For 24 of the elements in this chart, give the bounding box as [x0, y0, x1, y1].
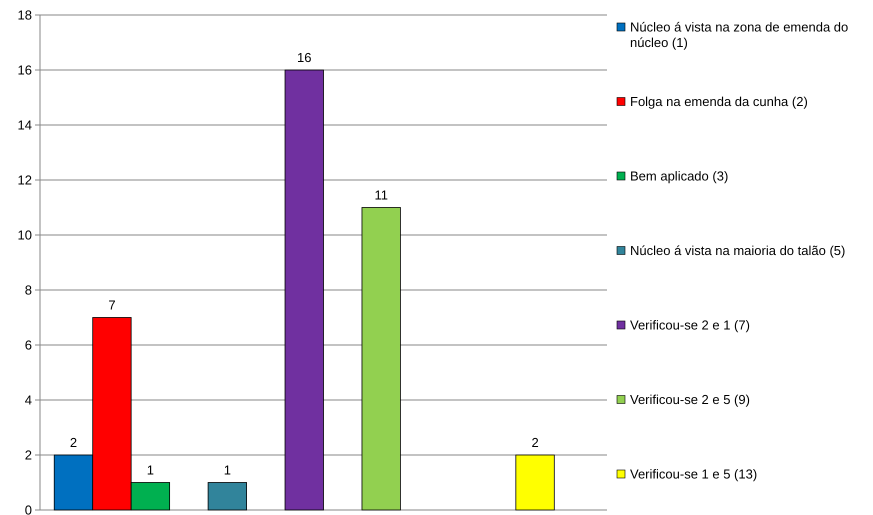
legend-label: Folga na emenda da cunha (2)	[630, 94, 808, 110]
data-label: 1	[146, 462, 154, 478]
y-tick-label: 4	[24, 392, 32, 408]
y-tick-label: 12	[18, 172, 32, 188]
legend-label: Bem aplicado (3)	[630, 168, 728, 184]
data-label: 7	[108, 298, 116, 312]
data-label: 16	[297, 50, 312, 65]
y-tick-label: 0	[24, 502, 32, 515]
y-tick-label: 8	[24, 282, 32, 298]
y-tick-label: 10	[18, 228, 32, 243]
legend-label: Verificou-se 1 e 5 (13)	[630, 466, 758, 482]
y-tick-label: 2	[24, 448, 32, 463]
legend-label: Verificou-se 2 e 5 (9)	[630, 392, 750, 408]
y-tick-label: 6	[24, 338, 32, 353]
y-tick-label: 16	[18, 62, 32, 78]
legend-label: Verificou-se 2 e 1 (7)	[630, 318, 750, 333]
legend-label: Núcleo á vista na zona de emenda do núcleo (1)	[630, 20, 848, 50]
y-tick-label: 18	[18, 8, 32, 23]
data-label: 2	[531, 435, 539, 450]
data-label: 1	[224, 462, 231, 478]
y-tick-label: 14	[18, 118, 32, 133]
data-label: 2	[70, 435, 78, 450]
legend-label: Núcleo á vista na maioria do talão (5)	[630, 243, 846, 258]
data-label: 11	[374, 188, 388, 202]
